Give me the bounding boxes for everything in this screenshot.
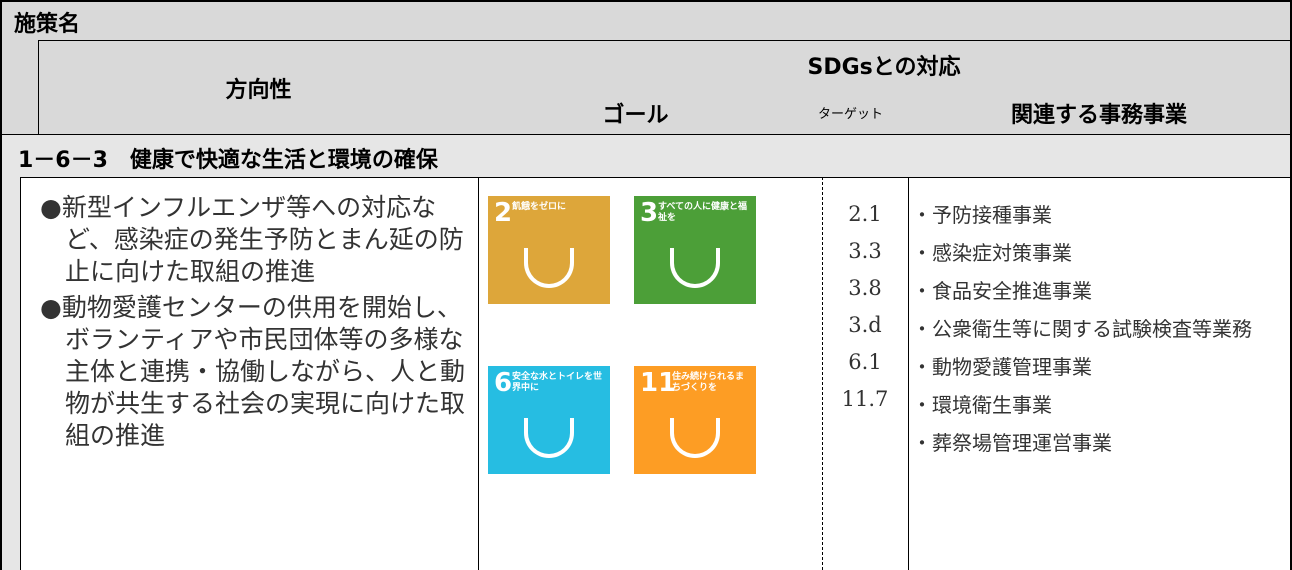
section-title: 1－6－3 健康で快適な生活と環境の確保 [18,148,438,173]
targets: 2.1 3.3 3.8 3.d 6.1 11.7 [822,196,908,418]
right-border [1290,177,1292,570]
title: 施策名 [14,12,81,37]
content-strip [0,177,21,570]
target: 3.d [848,313,882,337]
sdg-number: 11 [640,368,677,398]
project: ・動物愛護管理事業 [912,355,1092,379]
projects-header: 関連する事務事業 [908,89,1292,136]
sdg-number: 2 [494,198,513,228]
project: ・予防接種事業 [912,203,1052,227]
left-strip [0,40,38,136]
target: 11.7 [841,387,889,411]
project: ・食品安全推進事業 [912,279,1092,303]
sdg-pictogram [670,418,720,458]
sdg-label: すべての人に健康と福祉を [658,202,748,223]
project: ・葬祭場管理運営事業 [912,431,1112,455]
direction-item: ●動物愛護センターの供用を開始し、ボランティアや市民団体等の多様な主体と連携・協… [40,293,466,450]
projects: ・予防接種事業 ・感染症対策事業 ・食品安全推進事業・公衆衛生等に関する試験検査等業… [912,196,1290,462]
sdg-pictogram [524,418,574,458]
sdg-icon: 3 すべての人に健康と福祉を [634,196,756,304]
target: 3.8 [848,276,882,300]
direction-header: 方向性 [38,40,479,136]
project: ・公衆衛生等に関する試験検査等業務 [912,317,1252,341]
project: ・感染症対策事業 [912,241,1072,265]
project: ・環境衛生事業 [912,393,1052,417]
sdg-number: 3 [640,198,659,228]
section-row [0,134,1292,178]
sdgs-header: SDGsとの対応 [478,40,1292,90]
projects-divider [908,177,909,570]
directions: ●新型インフルエンザ等への対応など、感染症の発生予防とまん延の防止に向けた取組の… [40,192,476,456]
target: 6.1 [848,350,882,374]
direction-item: ●新型インフルエンザ等への対応など、感染症の発生予防とまん延の防止に向けた取組の… [40,193,464,286]
sdg-number: 6 [494,368,513,398]
target-header: ターゲット [793,89,909,136]
sdg-label: 安全な水とトイレを世界中に [512,372,603,393]
sdg-label: 住み続けられるまちづくりを [672,372,745,393]
title-row [0,0,1292,42]
sdg-pictogram [670,248,720,288]
goal-header: ゴール [478,89,794,136]
sdg-pictogram [524,248,574,288]
sdg-icon: 2 飢餓をゼロに [488,196,610,304]
target-divider [822,177,823,570]
direction-cell [20,177,479,570]
sdg-icon: 11 住み続けられるまちづくりを [634,366,756,474]
target: 2.1 [848,202,882,226]
sdg-label: 飢餓をゼロに [512,202,567,212]
sdg-icon: 6 安全な水とトイレを世界中に [488,366,610,474]
target: 3.3 [848,239,882,263]
